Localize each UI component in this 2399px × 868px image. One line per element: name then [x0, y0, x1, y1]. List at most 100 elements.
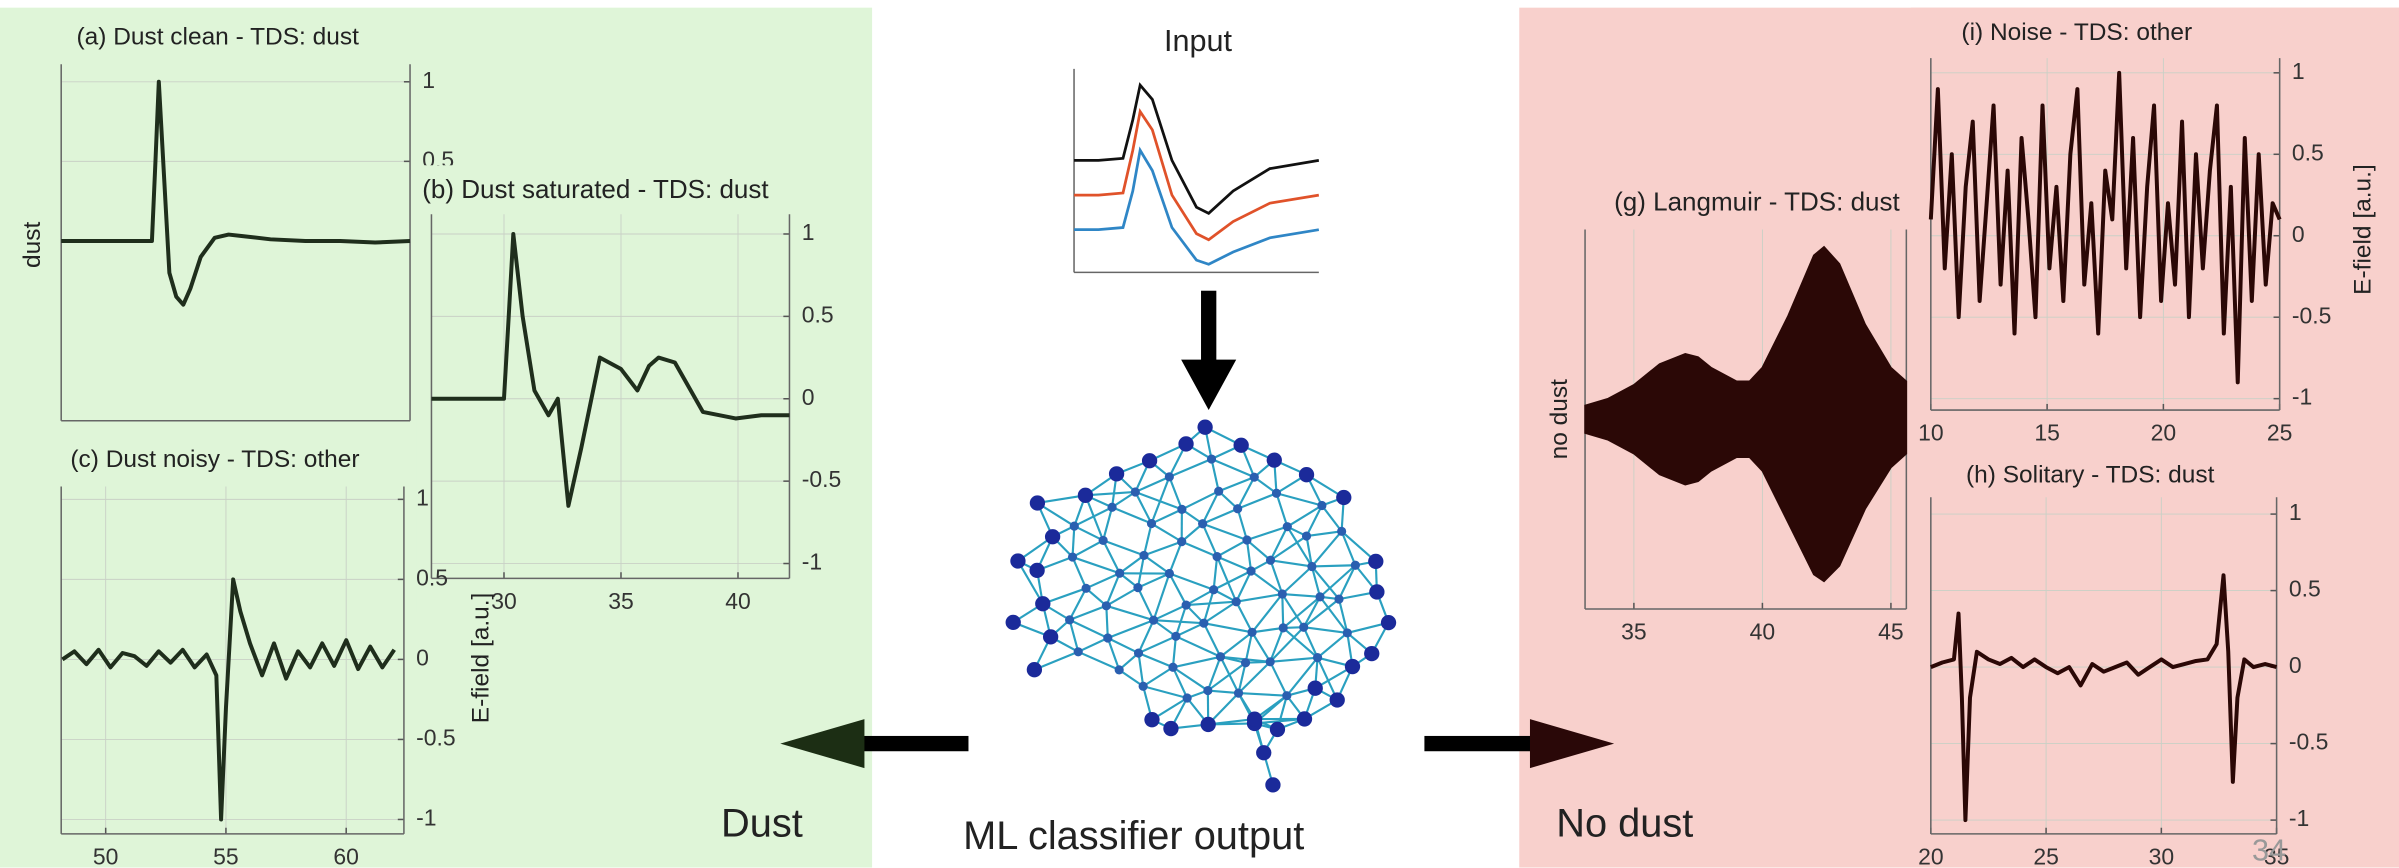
brain-link	[1271, 560, 1312, 566]
chart-title: Input	[1164, 24, 1233, 58]
brain-node	[1232, 597, 1241, 606]
y-tick-label: 0.5	[2292, 139, 2324, 165]
brain-link	[1073, 540, 1104, 557]
brain-link	[1270, 662, 1287, 696]
brain-node	[1247, 628, 1256, 637]
brain-node	[1247, 711, 1262, 726]
chart: -1-0.500.51303540(b) Dust saturated - TD…	[416, 165, 860, 614]
brain-node	[1065, 615, 1074, 624]
brain-node	[1299, 467, 1314, 482]
y-tick-label: 1	[2289, 499, 2302, 525]
brain-network	[1006, 420, 1397, 793]
brain-node	[1317, 501, 1326, 510]
x-tick-label: 40	[1750, 618, 1776, 644]
brain-node	[1270, 722, 1285, 737]
brain-link	[1322, 505, 1342, 531]
brain-node	[1330, 692, 1345, 707]
brain-node	[1197, 420, 1212, 435]
brain-link	[1270, 658, 1317, 662]
brain-node	[1068, 552, 1077, 561]
brain-link	[1212, 459, 1219, 491]
brain-link	[1143, 686, 1187, 698]
brain-link	[1173, 636, 1176, 667]
brain-node	[1299, 623, 1308, 632]
brain-node	[1183, 693, 1192, 702]
brain-link	[1204, 623, 1221, 657]
page-number: 34	[2252, 833, 2286, 867]
brain-link	[1282, 566, 1312, 594]
brain-node	[1266, 657, 1275, 666]
x-tick-label: 60	[333, 843, 359, 868]
brain-link	[1304, 597, 1320, 627]
arrow-shaft	[1424, 736, 1531, 751]
brain-link	[1304, 627, 1318, 657]
brain-link	[1282, 594, 1303, 627]
slide: Input0.51(a) Dust clean - TDS: dustdust-…	[0, 0, 2399, 868]
brain-node	[1109, 466, 1124, 481]
brain-node	[1267, 452, 1282, 467]
brain-link	[1312, 531, 1342, 566]
brain-link	[1304, 627, 1348, 633]
brain-node	[1282, 691, 1291, 700]
brain-node	[1278, 589, 1287, 598]
brain-node	[1272, 489, 1281, 498]
brain-link	[1318, 633, 1348, 658]
y-tick-label: 1	[2292, 58, 2305, 84]
brain-node	[1265, 777, 1280, 792]
x-tick-label: 35	[1621, 618, 1647, 644]
brain-link	[1252, 628, 1283, 632]
brain-node	[1241, 658, 1250, 667]
brain-link	[1144, 524, 1152, 556]
brain-link	[1073, 526, 1075, 557]
brain-link	[1139, 653, 1144, 686]
brain-link	[1106, 606, 1107, 638]
brain-node	[1115, 665, 1124, 674]
brain-link	[1276, 493, 1321, 505]
brain-node	[1216, 652, 1225, 661]
y-tick-label: 0.5	[802, 301, 834, 327]
brain-node	[1103, 633, 1112, 642]
brain-link	[1186, 602, 1236, 605]
brain-node	[1234, 689, 1243, 698]
y-tick-label: 1	[416, 484, 429, 510]
brain-node	[1297, 711, 1312, 726]
chart: Input	[1074, 24, 1319, 272]
brain-node	[1313, 653, 1322, 662]
brain-link	[1238, 509, 1247, 540]
brain-link	[1252, 594, 1282, 632]
y-axis-label: E-field [a.u.]	[467, 593, 494, 724]
brain-node	[1308, 681, 1323, 696]
brain-link	[1169, 459, 1211, 477]
y-tick-label: -1	[802, 549, 822, 575]
y-tick-label: -0.5	[416, 724, 456, 750]
brain-node	[1134, 648, 1143, 657]
chart-title: (h) Solitary - TDS: dust	[1966, 461, 2215, 488]
brain-node	[1198, 519, 1207, 528]
brain-node	[1256, 745, 1271, 760]
brain-node	[1337, 527, 1346, 536]
brain-node	[1283, 522, 1292, 531]
brain-node	[1133, 583, 1142, 592]
brain-link	[1282, 594, 1320, 597]
chart: -1-0.500.5110152025(i) Noise - TDS: othe…	[1911, 8, 2399, 452]
brain-node	[1163, 721, 1178, 736]
brain-node	[1045, 529, 1060, 544]
brain-node	[1368, 554, 1383, 569]
chart-title: (c) Dust noisy - TDS: other	[70, 446, 359, 473]
brain-link	[1276, 493, 1287, 526]
y-tick-label: -1	[416, 805, 436, 831]
data-line	[1074, 112, 1319, 240]
x-tick-label: 20	[1918, 843, 1944, 868]
y-tick-label: -0.5	[802, 466, 842, 492]
y-tick-label: -1	[2289, 805, 2309, 831]
y-tick-label: -0.5	[2289, 729, 2329, 755]
y-tick-label: 0	[2289, 652, 2302, 678]
brain-node	[1279, 623, 1288, 632]
brain-link	[1247, 540, 1271, 560]
brain-node	[1369, 584, 1384, 599]
arrow-shaft	[863, 736, 969, 751]
brain-link	[1252, 632, 1270, 661]
brain-link	[1339, 565, 1355, 599]
y-tick-label: 0	[2292, 221, 2305, 247]
brain-node	[1209, 585, 1218, 594]
